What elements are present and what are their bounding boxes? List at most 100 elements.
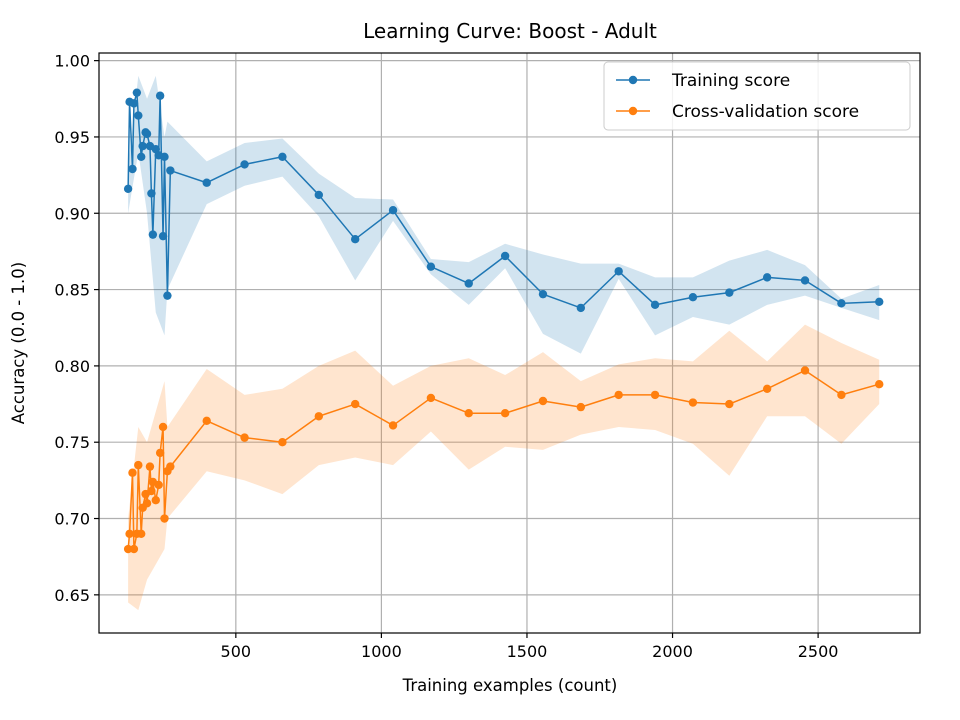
training-score-point <box>129 99 139 108</box>
cv-score-point <box>202 416 211 426</box>
cv-score-point <box>134 460 143 470</box>
legend-entry-cross-validation: Cross-validation score <box>616 102 859 122</box>
cv-score-point <box>123 544 133 554</box>
x-tick-label: 1000 <box>361 642 402 661</box>
training-score-point <box>800 276 810 285</box>
cv-score-band <box>128 324 880 611</box>
y-tick-label: 0.90 <box>54 204 90 223</box>
training-score-point <box>163 291 172 300</box>
cv-score-point <box>538 396 548 406</box>
x-tick-label: 2500 <box>798 642 839 661</box>
cv-score-point <box>166 462 175 471</box>
cv-score-point <box>158 422 168 432</box>
training-score-point <box>160 152 169 161</box>
cv-score-point <box>725 399 734 409</box>
x-axis-title: Training examples (count) <box>402 676 618 695</box>
y-axis-title: Accuracy (0.0 - 1.0) <box>9 262 28 424</box>
cv-score-point <box>388 421 398 430</box>
cv-score-point <box>464 409 473 418</box>
cv-score-point <box>426 393 436 403</box>
cv-score-point <box>129 544 139 554</box>
x-tick-label: 500 <box>221 642 252 661</box>
training-score-point <box>148 230 158 239</box>
training-score-point <box>500 251 510 261</box>
training-score-point <box>123 184 133 194</box>
training-score-point <box>650 300 660 310</box>
legend-entry-training: Training score <box>616 71 790 91</box>
cv-score-point <box>650 390 660 400</box>
cv-score-point <box>762 384 772 393</box>
training-score-point <box>837 299 846 308</box>
training-score-point <box>202 178 211 187</box>
y-tick-label: 0.95 <box>54 128 90 147</box>
training-score-point <box>128 164 137 174</box>
training-score-point <box>166 166 175 175</box>
training-score-point <box>576 303 586 313</box>
series-lines <box>123 88 884 554</box>
cv-score-point <box>278 438 287 447</box>
y-tick-label: 0.70 <box>54 510 90 529</box>
cv-score-point <box>500 409 510 418</box>
training-score-point <box>538 289 548 299</box>
training-score-point <box>142 129 152 139</box>
y-tick-label: 0.75 <box>54 433 90 452</box>
cv-score-point <box>125 529 134 538</box>
cv-score-point <box>128 468 137 477</box>
cv-score-point <box>154 480 163 490</box>
training-score-point <box>278 152 287 161</box>
axis-ticks: 500 1000 1500 2000 2500 0.65 0.70 0.75 0.80 0.85 0… <box>54 52 838 661</box>
x-tick-label: 1500 <box>507 642 548 661</box>
cv-score-point <box>800 366 810 375</box>
grid <box>99 53 920 633</box>
y-tick-label: 0.65 <box>54 586 90 605</box>
cv-score-point <box>240 433 249 442</box>
training-score-band <box>128 75 880 354</box>
cv-score-point <box>147 486 156 496</box>
confidence-bands <box>128 75 880 611</box>
training-score-point <box>137 152 146 161</box>
x-tick-label: 2000 <box>652 642 693 661</box>
chart-title: Learning Curve: Boost - Adult <box>363 19 657 43</box>
training-score-point <box>614 267 623 276</box>
cv-score-point <box>614 390 623 400</box>
cv-score-point <box>576 402 586 412</box>
legend-training-swatch-marker <box>628 75 638 85</box>
legend-cv-label: Cross-validation score <box>672 102 859 122</box>
cv-score-point <box>137 529 146 538</box>
training-score-point <box>240 160 249 169</box>
training-score-point <box>132 88 142 97</box>
cv-score-point <box>160 514 169 523</box>
legend-cv-swatch-marker <box>628 106 638 116</box>
training-score-point <box>426 262 436 271</box>
cv-score-point <box>350 399 360 409</box>
training-score-point <box>464 279 473 288</box>
cv-score-point <box>155 448 165 458</box>
legend-training-label: Training score <box>671 71 790 91</box>
cv-score-point <box>151 496 160 505</box>
cv-score-point <box>314 412 324 421</box>
cv-score-point <box>875 380 884 389</box>
training-score-point <box>147 189 156 198</box>
y-tick-label: 0.80 <box>54 357 90 376</box>
training-score-point <box>350 235 360 244</box>
y-tick-label: 1.00 <box>54 52 90 71</box>
training-score-point <box>725 288 734 297</box>
training-score-point <box>155 91 165 100</box>
training-score-point <box>688 293 698 302</box>
cv-score-point <box>142 499 152 508</box>
cv-score-point <box>688 398 698 407</box>
training-score-point <box>762 273 772 282</box>
training-score-point <box>134 111 143 120</box>
legend: Training score Cross-validation score <box>603 61 911 131</box>
cv-score-point <box>837 390 846 400</box>
plot-frame <box>98 52 921 634</box>
training-score-point <box>875 297 884 306</box>
training-score-point <box>158 231 168 241</box>
cv-score-point <box>145 462 155 471</box>
legend-box <box>603 61 911 131</box>
training-score-point <box>314 190 324 200</box>
y-tick-label: 0.85 <box>54 281 90 300</box>
training-score-point <box>138 141 147 151</box>
training-score-point <box>388 206 398 215</box>
